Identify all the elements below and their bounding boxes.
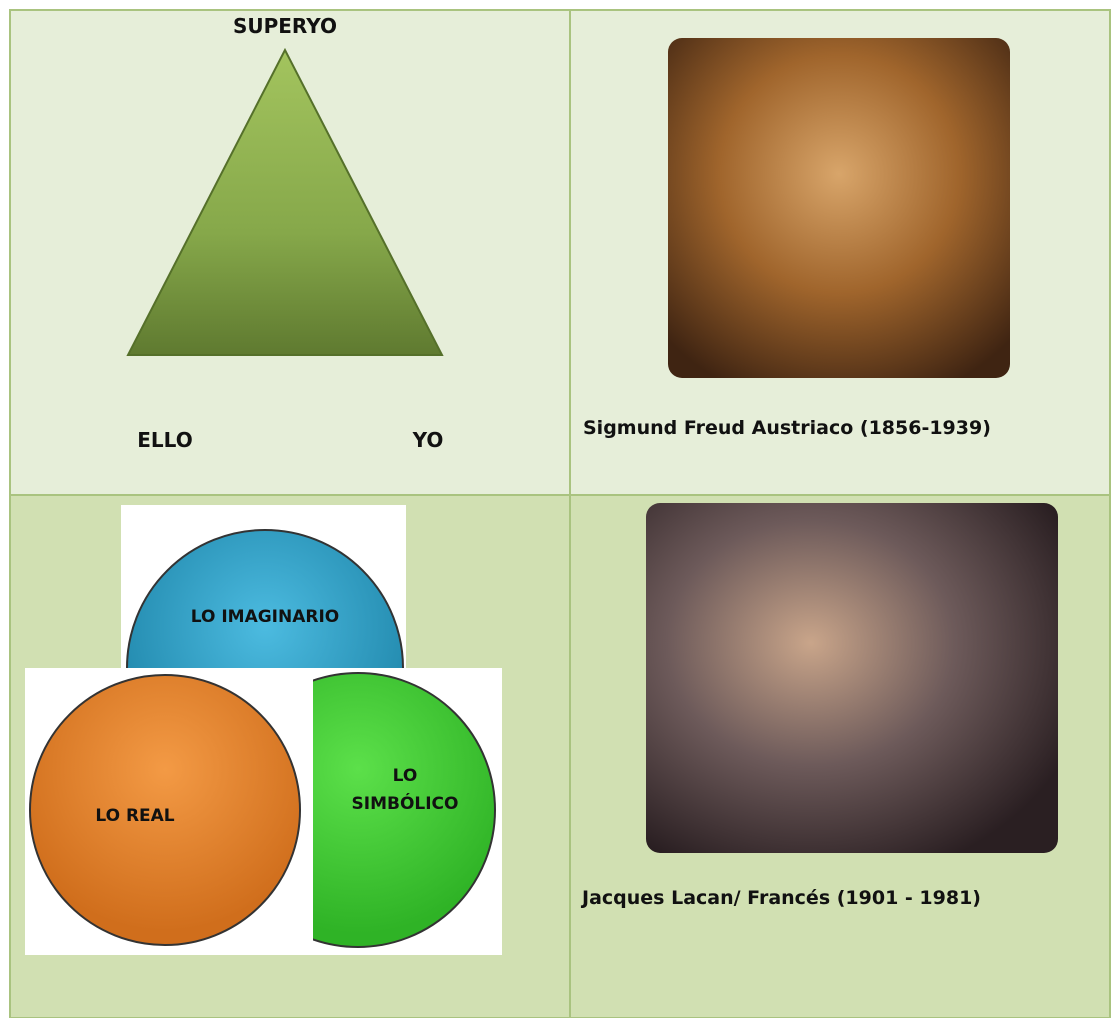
lacan-caption: Jacques Lacan/ Francés (1901 - 1981) xyxy=(580,887,981,909)
real-label: LO REAL xyxy=(95,806,174,826)
table-borders xyxy=(9,9,1111,1018)
symbolic-circle xyxy=(313,672,496,948)
real-circle xyxy=(29,674,301,946)
triangle xyxy=(126,47,444,356)
ello-label: ELLO xyxy=(137,428,192,452)
yo-label: YO xyxy=(412,428,444,452)
imaginary-circle xyxy=(126,529,404,668)
lacan-photo xyxy=(646,503,1058,853)
freud-caption: Sigmund Freud Austriaco (1856-1939) xyxy=(583,417,991,439)
freud-photo xyxy=(668,38,1010,378)
symbolic-label: LO xyxy=(393,766,418,786)
symbolic-label: SIMBÓLICO xyxy=(352,792,459,814)
superyo-label: SUPERYO xyxy=(233,14,337,38)
imaginary-label: LO IMAGINARIO xyxy=(191,607,340,627)
